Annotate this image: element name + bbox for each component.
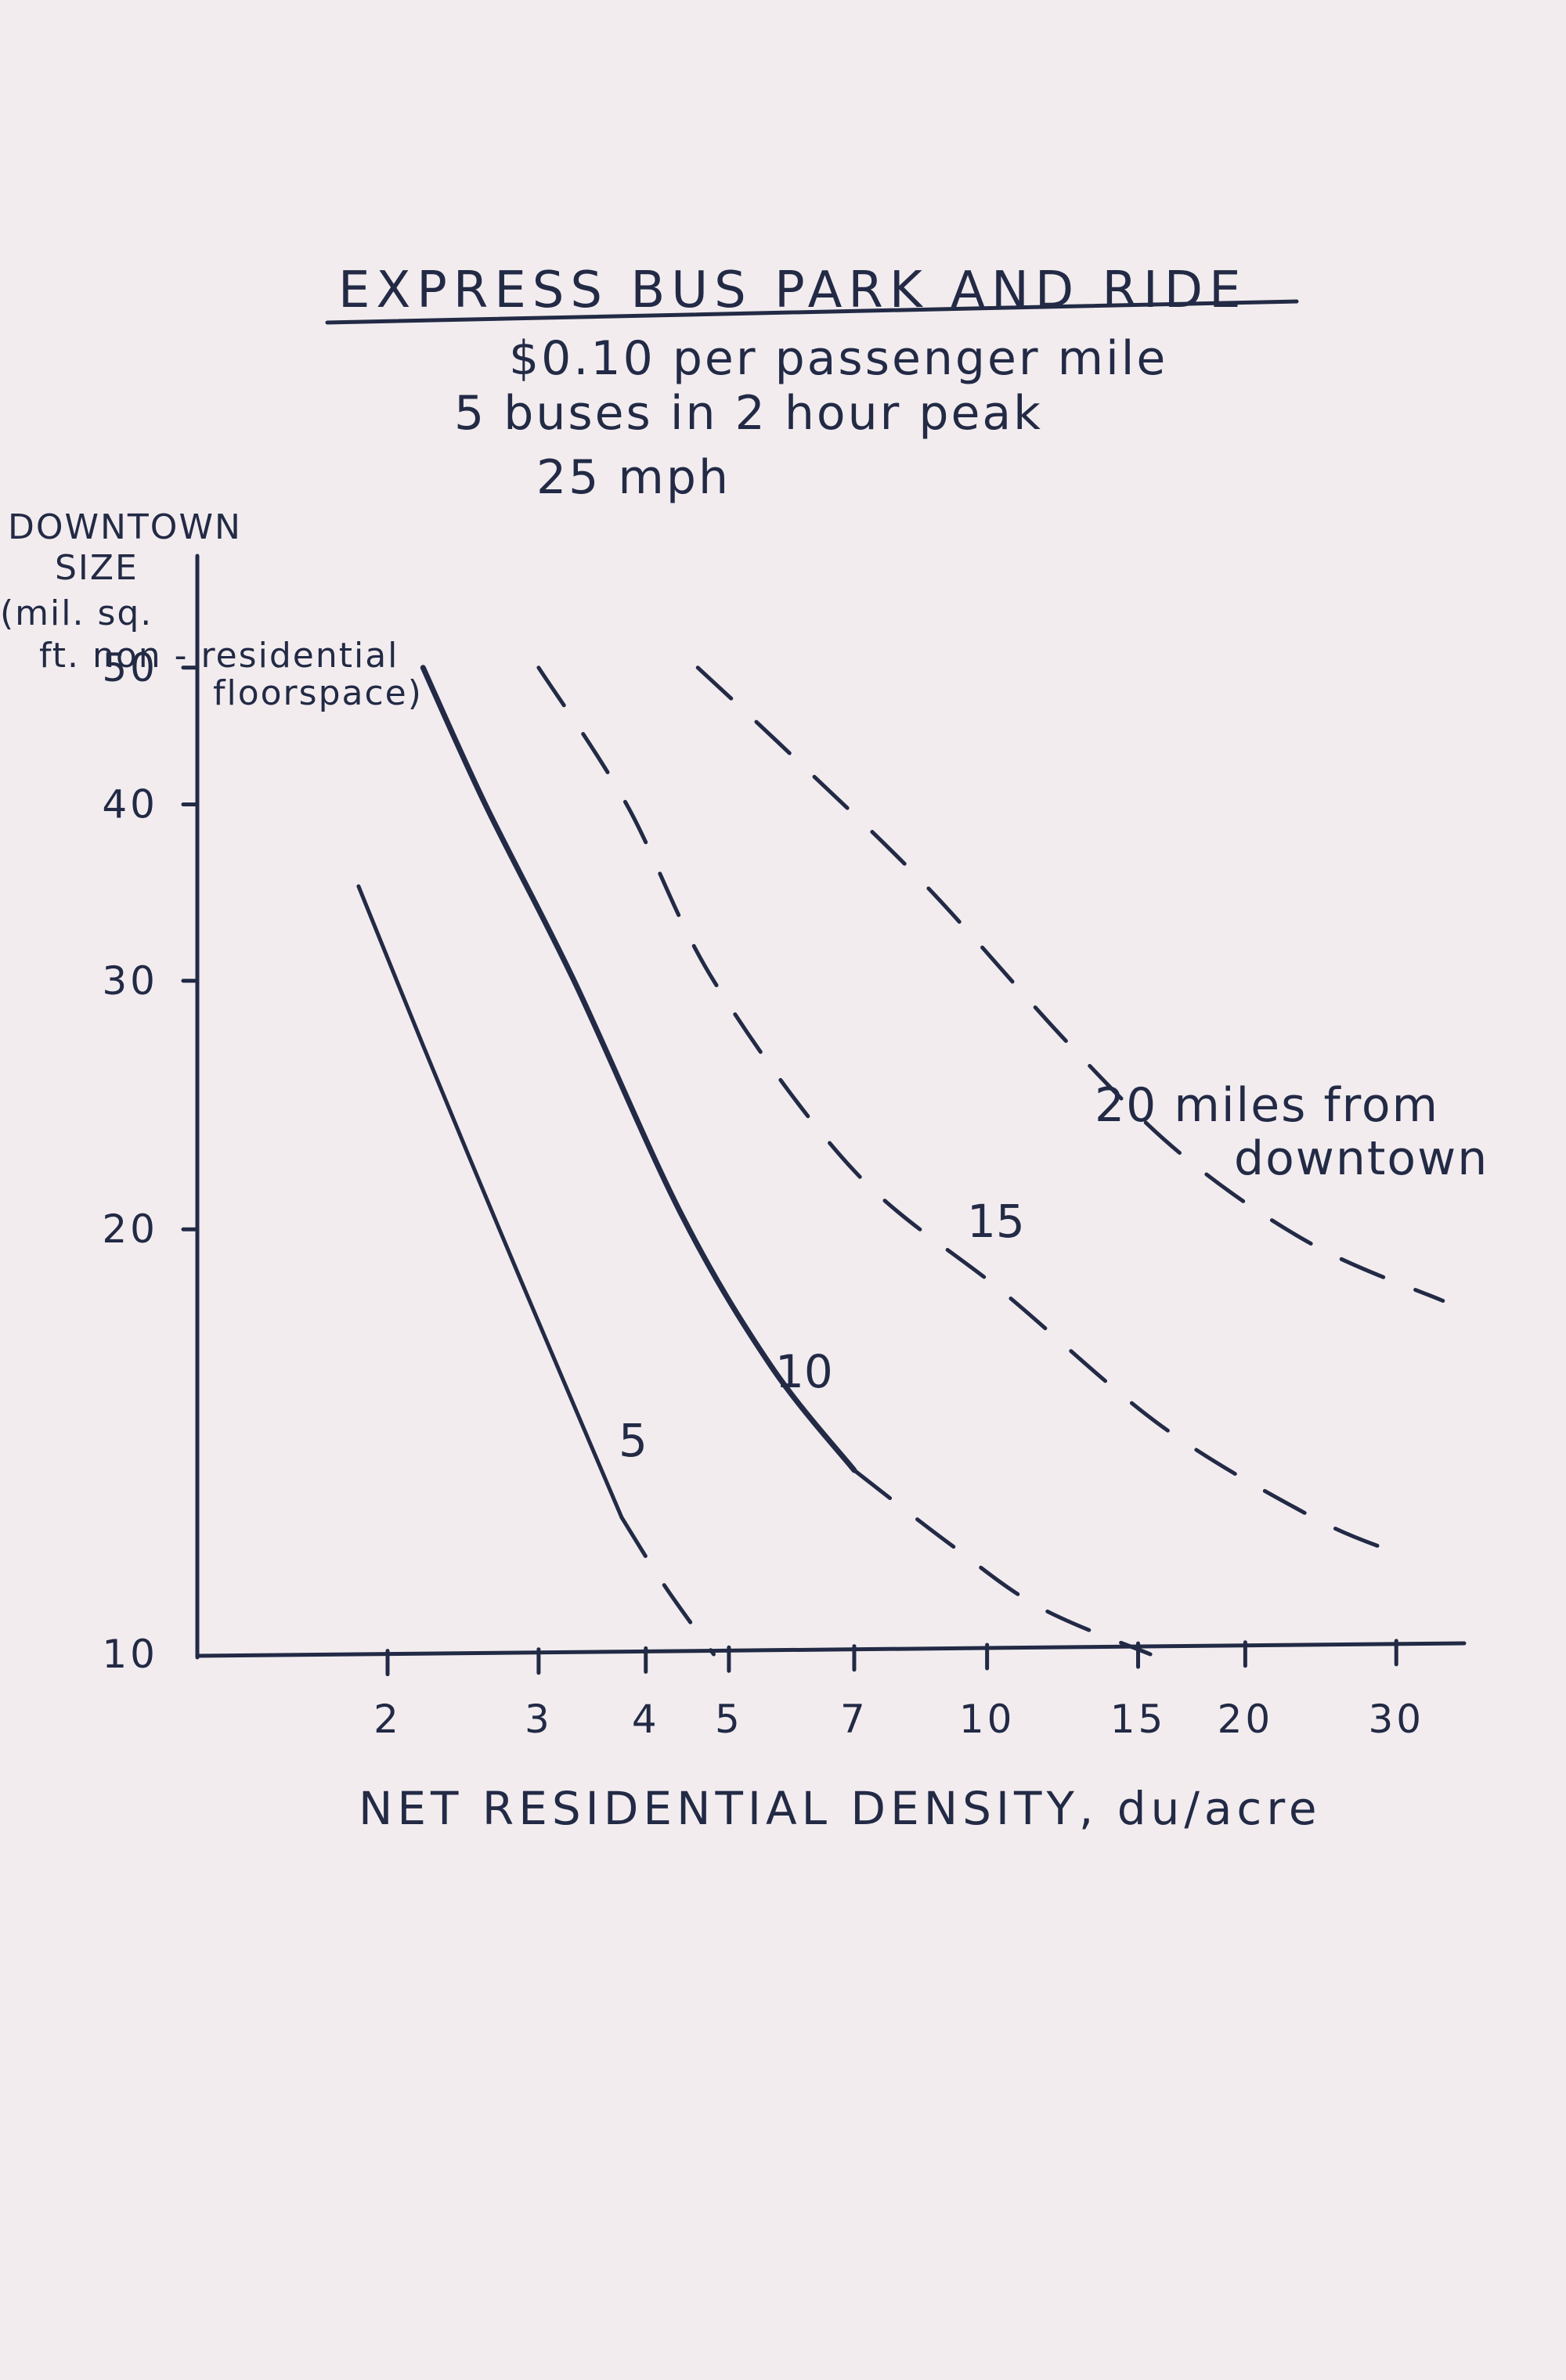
y-axis-label-line-4: ft. non - residential [39, 636, 399, 676]
curve-label-20-line-2: downtown [1234, 1131, 1488, 1186]
title-block: EXPRESS BUS PARK AND RIDE $0.10 per pass… [325, 261, 1299, 505]
y-tick-label: 10 [102, 1632, 158, 1677]
curve-1-dashed [852, 1468, 1153, 1657]
axes [195, 554, 1467, 1660]
curve-label-10: 10 [775, 1345, 833, 1398]
x-tick-label: 5 [715, 1697, 743, 1742]
curve-label-15: 15 [967, 1195, 1025, 1248]
chart-subtitle-line-2: 5 buses in 2 hour peak [454, 386, 1043, 441]
y-axis-label: DOWNTOWN SIZE (mil. sq. ft. non - reside… [0, 507, 423, 713]
y-tick-label: 30 [102, 958, 158, 1004]
x-tick-label: 30 [1368, 1697, 1424, 1742]
x-tick-label: 2 [373, 1697, 402, 1742]
x-tick-label: 4 [632, 1697, 660, 1742]
y-tick-label: 20 [102, 1206, 158, 1252]
chart-subtitle-line-1: $0.10 per passenger mile [509, 331, 1167, 386]
x-tick-label: 7 [840, 1697, 868, 1742]
y-axis-label-line-5: floorspace) [213, 673, 423, 713]
curve-3-dashed [695, 665, 1445, 1303]
x-axis-line [195, 1641, 1467, 1658]
y-axis-label-line-2: SIZE [55, 548, 139, 588]
curve-2-dashed [536, 665, 1398, 1555]
y-tick-label: 50 [102, 645, 158, 691]
x-tick-label: 20 [1218, 1697, 1274, 1742]
title-underline [325, 299, 1299, 325]
curve-label-5: 5 [619, 1414, 648, 1467]
curve-1-solid [420, 665, 857, 1473]
x-tick-label: 10 [959, 1697, 1016, 1742]
curve-0-dashed [619, 1515, 716, 1657]
x-tick-label: 15 [1110, 1697, 1167, 1742]
curve-0-solid [356, 884, 624, 1520]
curve-label-20-line-1: 20 miles from [1095, 1078, 1439, 1133]
y-axis-label-line-1: DOWNTOWN [8, 507, 242, 547]
y-tick-label: 40 [102, 781, 158, 827]
chart-subtitle-line-3: 25 mph [536, 450, 731, 505]
x-axis-ticks: 2 3 4 5 7 10 15 20 30 [373, 1639, 1424, 1742]
y-axis-ticks: 10 20 30 40 50 [102, 645, 200, 1677]
chart-title: EXPRESS BUS PARK AND RIDE [338, 261, 1247, 319]
y-axis-label-line-3: (mil. sq. [0, 593, 153, 633]
x-axis-label: NET RESIDENTIAL DENSITY, du/acre [359, 1782, 1322, 1835]
curves [356, 665, 1445, 1657]
x-tick-label: 3 [525, 1697, 553, 1742]
